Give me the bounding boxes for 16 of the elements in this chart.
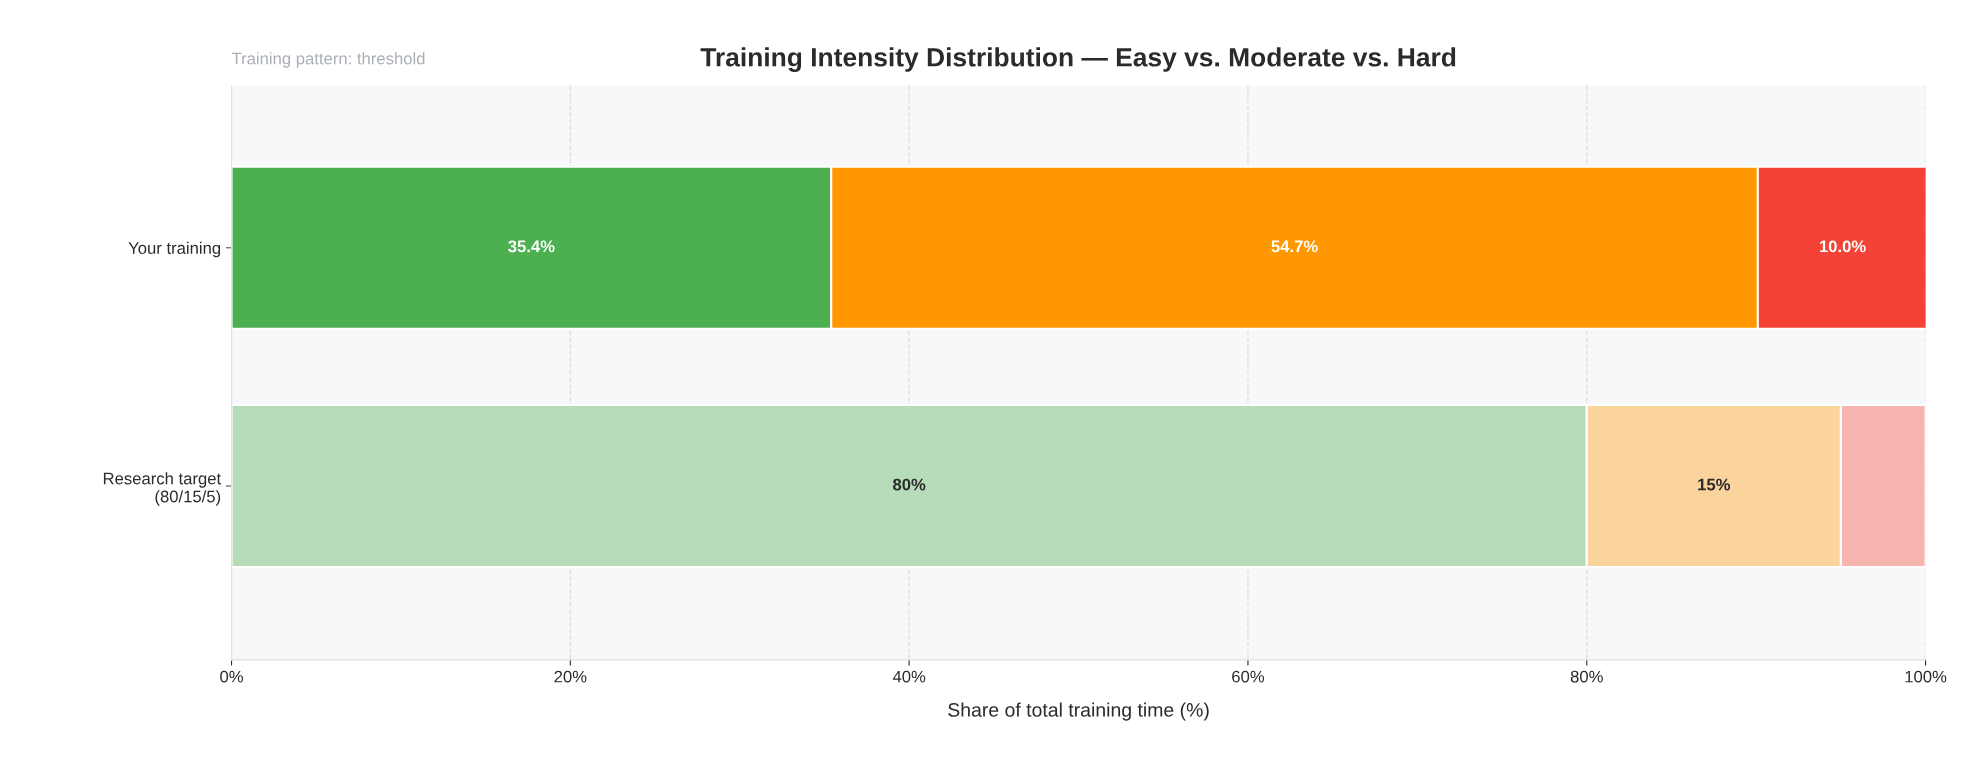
text: Training pattern: threshold: [231, 52, 425, 68]
x-tick-label: 100%: [1905, 670, 1947, 683]
data-label: 80%: [893, 478, 926, 491]
data-label: 35.4%: [508, 240, 555, 253]
data-label: 54.7%: [1271, 240, 1318, 253]
x-axis-title: Share of total training time (%): [948, 702, 1209, 721]
x-tick-label: 60%: [1232, 670, 1265, 683]
x-tick-label: 40%: [892, 670, 926, 683]
x-tick-label: 80%: [1570, 670, 1603, 683]
x-tick-label: 0%: [220, 670, 243, 683]
chart-title: Training Intensity Distribution — Easy vs. Moderate vs. Hard: [700, 47, 1456, 72]
y-tick-label: Research target (80/15/5): [103, 472, 222, 506]
data-label: 10.0%: [1819, 240, 1866, 253]
data-label: 15%: [1698, 478, 1731, 491]
y-tick-label: Your training: [128, 241, 221, 258]
x-tick-label: 20%: [554, 670, 587, 683]
